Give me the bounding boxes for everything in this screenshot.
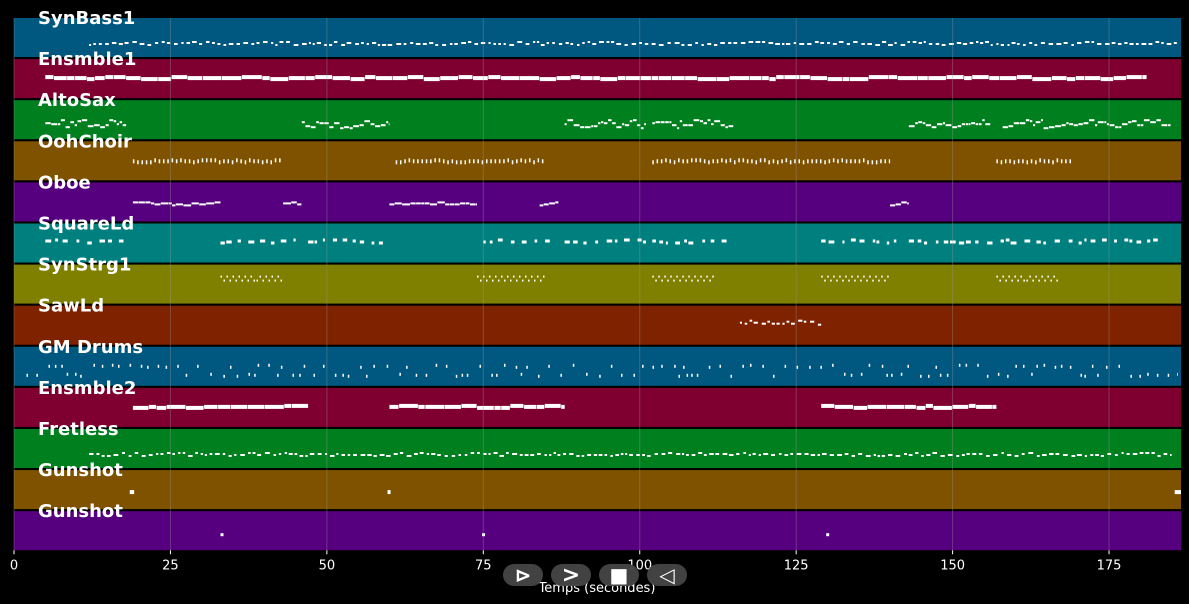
x-tick-label: 125 bbox=[784, 558, 809, 573]
stop-icon: ■ bbox=[609, 563, 629, 587]
track-name-label: Ensmble2 bbox=[38, 378, 136, 399]
note-group bbox=[89, 41, 1177, 46]
note-group bbox=[45, 75, 1147, 82]
track-background bbox=[14, 18, 1181, 57]
track-background bbox=[14, 346, 1181, 386]
note-group bbox=[45, 119, 1171, 130]
track-background bbox=[14, 305, 1181, 345]
note-group bbox=[132, 158, 1071, 165]
track-lane[interactable] bbox=[14, 264, 1181, 304]
x-tick-label: 0 bbox=[10, 558, 18, 573]
track-name-label: SquareLd bbox=[38, 214, 134, 235]
play-icon: ⊳ bbox=[514, 563, 532, 587]
rewind-button[interactable]: ◁ bbox=[647, 563, 687, 587]
note-group bbox=[220, 275, 1058, 282]
note-group bbox=[45, 238, 1158, 245]
track-lane[interactable] bbox=[14, 346, 1181, 386]
forward-button[interactable]: > bbox=[551, 562, 591, 588]
track-background bbox=[14, 100, 1181, 140]
track-background bbox=[14, 264, 1181, 304]
track-name-label: GM Drums bbox=[38, 337, 143, 358]
track-background bbox=[14, 470, 1181, 510]
track-name-label: SawLd bbox=[38, 296, 104, 317]
note-group bbox=[129, 490, 1181, 495]
track-name-label: OohChoir bbox=[38, 131, 132, 152]
stop-button[interactable]: ■ bbox=[599, 563, 639, 587]
track-lane[interactable] bbox=[14, 511, 1181, 551]
labels-layer: SynBass1 Ensmble1 AltoSax OohChoir Oboe Squar… bbox=[38, 8, 143, 522]
track-background bbox=[14, 141, 1181, 181]
rewind-icon: ◁ bbox=[659, 563, 675, 587]
track-lane[interactable] bbox=[14, 305, 1181, 345]
play-button[interactable]: ⊳ bbox=[503, 563, 543, 587]
track-name-label: SynStrg1 bbox=[38, 255, 131, 276]
note-group bbox=[132, 201, 909, 207]
note-group bbox=[89, 452, 1172, 457]
track-name-label: Gunshot bbox=[38, 460, 123, 481]
note-group bbox=[739, 319, 822, 326]
note-group bbox=[26, 363, 1178, 378]
track-name-label: Gunshot bbox=[38, 501, 123, 522]
track-background bbox=[14, 182, 1181, 222]
track-lane[interactable] bbox=[14, 470, 1181, 510]
track-name-label: Ensmble1 bbox=[38, 49, 136, 70]
x-axis: 0 25 50 75 100 125 150 175 bbox=[10, 550, 1122, 573]
track-name-label: Fretless bbox=[38, 419, 119, 440]
track-background bbox=[14, 429, 1181, 468]
track-name-label: AltoSax bbox=[38, 90, 116, 111]
x-tick-label: 25 bbox=[162, 558, 179, 573]
tracks-layer bbox=[14, 18, 1181, 551]
track-lane[interactable] bbox=[14, 429, 1181, 468]
x-tick-label: 150 bbox=[940, 558, 965, 573]
note-group bbox=[132, 403, 997, 410]
track-name-label: Oboe bbox=[38, 172, 91, 193]
track-lane[interactable] bbox=[14, 59, 1181, 99]
track-name-label: SynBass1 bbox=[38, 8, 135, 29]
track-background bbox=[14, 511, 1181, 551]
forward-icon: > bbox=[561, 562, 581, 588]
x-tick-label: 75 bbox=[475, 558, 492, 573]
grid-layer bbox=[13, 18, 1110, 551]
track-lane[interactable] bbox=[14, 100, 1181, 140]
track-lane[interactable] bbox=[14, 223, 1181, 263]
track-lane[interactable] bbox=[14, 141, 1181, 181]
x-tick-label: 175 bbox=[1097, 558, 1122, 573]
x-tick-label: 50 bbox=[319, 558, 336, 573]
track-lane[interactable] bbox=[14, 182, 1181, 222]
track-lane[interactable] bbox=[14, 18, 1181, 57]
track-lane[interactable] bbox=[14, 387, 1181, 427]
note-group bbox=[220, 533, 830, 537]
